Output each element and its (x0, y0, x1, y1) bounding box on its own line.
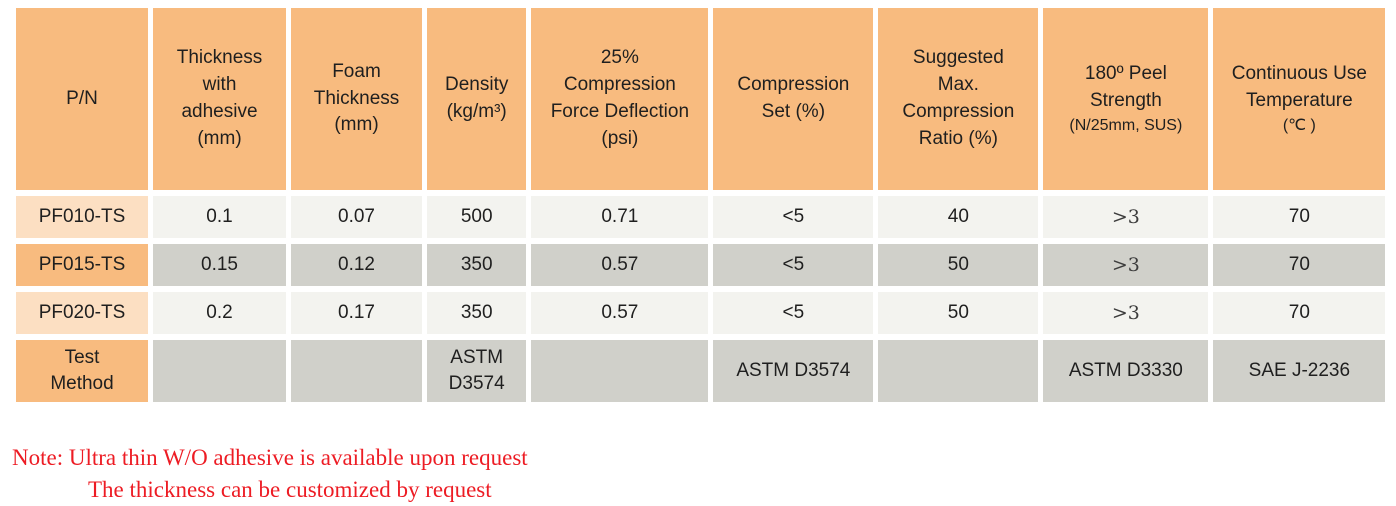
note-line: Note: Ultra thin W/O adhesive is availab… (12, 445, 528, 470)
spec-cell: ASTM D3574 (427, 340, 527, 402)
spec-cell: 350 (427, 244, 527, 286)
spec-cell: <5 (713, 196, 874, 238)
spec-cell: 0.12 (291, 244, 422, 286)
row-label-pf015-ts: PF015-TS (16, 244, 148, 286)
row-label-test-method: Test Method (16, 340, 148, 402)
column-header-foam-thickness: Foam Thickness (mm) (291, 8, 422, 190)
spec-cell: <5 (713, 244, 874, 286)
spec-cell (291, 340, 422, 402)
row-label-pf010-ts: PF010-TS (16, 196, 148, 238)
spec-cell: 0.17 (291, 292, 422, 334)
column-header-pn: P/N (16, 8, 148, 190)
spec-cell: >3 (1043, 292, 1209, 334)
spec-cell (878, 340, 1039, 402)
spec-cell: 70 (1213, 292, 1386, 334)
spec-cell: <5 (713, 292, 874, 334)
spec-cell: >3 (1043, 244, 1209, 286)
note: Note: Ultra thin W/O adhesive is availab… (12, 442, 1396, 506)
spec-cell (153, 340, 286, 402)
temperature-label: Continuous Use Temperature (1231, 63, 1367, 112)
spec-cell: 500 (427, 196, 527, 238)
spec-cell: 70 (1213, 244, 1386, 286)
spec-cell: 0.1 (153, 196, 286, 238)
table-row-pf020-ts: PF020-TS 0.2 0.17 350 0.57 <5 50 >3 70 (16, 292, 1386, 334)
table-row-pf015-ts: PF015-TS 0.15 0.12 350 0.57 <5 50 >3 70 (16, 244, 1386, 286)
temperature-units: (℃ ) (1282, 117, 1316, 135)
column-header-compression-set: Compression Set (%) (713, 8, 874, 190)
spec-cell: 0.57 (531, 244, 709, 286)
note-line: The thickness can be customized by reque… (88, 477, 492, 502)
column-header-peel-strength: 180º Peel Strength (N/25mm, SUS) (1043, 8, 1209, 190)
spec-cell: ASTM D3330 (1043, 340, 1209, 402)
spec-table: P/N Thickness with adhesive (mm) Foam Th… (11, 2, 1390, 408)
spec-cell: >3 (1043, 196, 1209, 238)
spec-cell: SAE J-2236 (1213, 340, 1386, 402)
spec-cell (531, 340, 709, 402)
peel-strength-label: 180º Peel Strength (1084, 63, 1167, 112)
column-header-suggested-max-compression-ratio: Suggested Max. Compression Ratio (%) (878, 8, 1039, 190)
spec-cell: 50 (878, 292, 1039, 334)
spec-cell: ASTM D3574 (713, 340, 874, 402)
column-header-compression-force-deflection: 25% Compression Force Deflection (psi) (531, 8, 709, 190)
header-row: P/N Thickness with adhesive (mm) Foam Th… (16, 8, 1386, 190)
spec-cell: 0.15 (153, 244, 286, 286)
column-header-thickness-with-adhesive: Thickness with adhesive (mm) (153, 8, 286, 190)
spec-cell: 0.07 (291, 196, 422, 238)
column-header-continuous-use-temperature: Continuous Use Temperature (℃ ) (1213, 8, 1386, 190)
spec-cell: 50 (878, 244, 1039, 286)
peel-strength-units: (N/25mm, SUS) (1069, 117, 1183, 135)
spec-cell: 350 (427, 292, 527, 334)
table-row-pf010-ts: PF010-TS 0.1 0.07 500 0.71 <5 40 >3 70 (16, 196, 1386, 238)
spec-cell: 0.57 (531, 292, 709, 334)
spec-cell: 0.2 (153, 292, 286, 334)
spec-cell: 0.71 (531, 196, 709, 238)
column-header-density: Density (kg/m³) (427, 8, 527, 190)
table-row-test-method: Test Method ASTM D3574 ASTM D3574 ASTM D… (16, 340, 1386, 402)
row-label-pf020-ts: PF020-TS (16, 292, 148, 334)
spec-cell: 40 (878, 196, 1039, 238)
spec-cell: 70 (1213, 196, 1386, 238)
